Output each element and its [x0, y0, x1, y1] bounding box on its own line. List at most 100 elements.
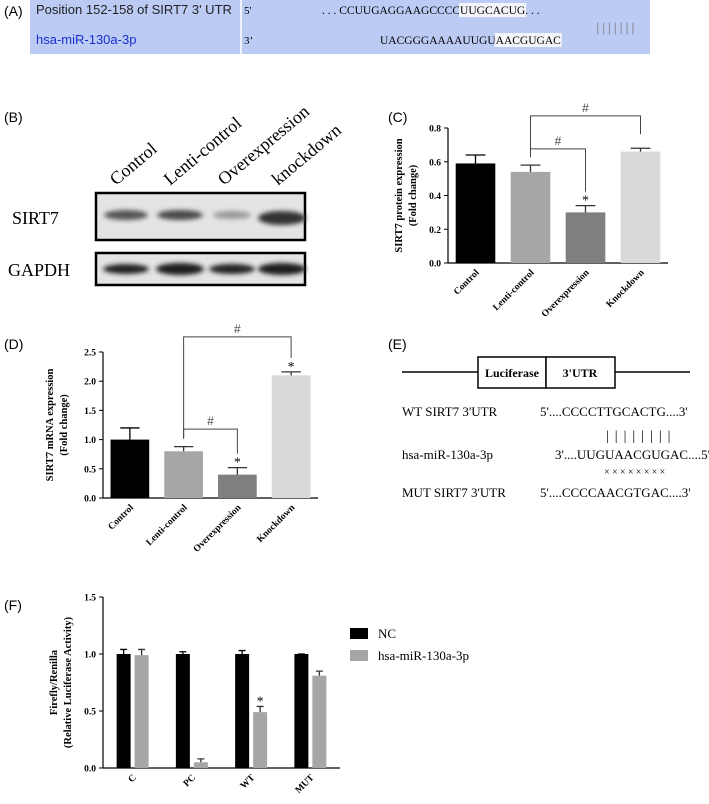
bar	[218, 474, 257, 498]
sequence: 5'....CCCCTTGCACTG....3'	[540, 404, 688, 419]
legend-label: hsa-miR-130a-3p	[378, 648, 469, 663]
y-tick-label: 0.2	[429, 226, 441, 236]
western-blot: Control Lenti-control Overexpression kno…	[8, 101, 345, 287]
mismatch: ××××××××	[604, 467, 668, 478]
x-tick-label: Lenti-control	[492, 268, 537, 313]
bar	[455, 163, 496, 263]
band	[103, 264, 149, 274]
panel-label: (F)	[4, 597, 22, 613]
bar	[271, 375, 311, 498]
error-bar	[256, 705, 264, 713]
y-tick-label: 2.0	[84, 378, 96, 388]
x-tick-label: Knockdown	[605, 268, 647, 310]
panel-label: (B)	[4, 109, 23, 125]
band	[156, 263, 204, 275]
panel-label: (A)	[4, 3, 23, 19]
row-name: MUT SIRT7 3'UTR	[402, 485, 506, 500]
y-tick-label: 0.4	[429, 192, 441, 202]
y-axis-label: SIRT7 protein expression	[394, 138, 405, 252]
bar	[134, 655, 149, 768]
sequence-part: UUGCACUG	[460, 5, 525, 17]
construct-box	[545, 356, 616, 389]
pairing: ||||||||	[606, 429, 676, 444]
box-label: 3'UTR	[563, 366, 598, 380]
y-axis-label: (Fold change)	[59, 394, 70, 456]
alignment-label: hsa-miR-130a-3p	[36, 32, 136, 47]
x-tick-label: Control	[452, 268, 482, 298]
y-axis-label: (Fold change)	[408, 164, 419, 226]
error-bar	[238, 649, 246, 654]
y-tick-label: 0.0	[84, 765, 96, 775]
y-tick-label: 2.5	[84, 349, 96, 359]
error-bar	[630, 147, 651, 152]
strand-end: 3’	[244, 35, 253, 47]
box-label: Luciferase	[485, 366, 540, 380]
lane-label: Control	[106, 138, 161, 189]
bar	[312, 675, 327, 768]
error-bar	[227, 466, 248, 475]
bracket-label: #	[234, 322, 241, 336]
bar	[116, 654, 131, 768]
panel-label: (D)	[4, 336, 23, 352]
error-bar	[465, 154, 486, 164]
error-bar	[138, 648, 146, 656]
y-tick-label: 0.0	[429, 260, 441, 270]
significance-bracket	[183, 336, 292, 439]
sequence-part: UACGGGAAAAUUGU	[380, 35, 496, 47]
legend-swatch	[350, 650, 368, 661]
band	[258, 263, 306, 275]
significance-star: *	[288, 360, 295, 375]
significance-bracket	[183, 428, 238, 454]
y-tick-label: 1.0	[84, 651, 96, 661]
error-bar	[197, 758, 205, 763]
y-tick-label: 0.6	[429, 158, 441, 168]
x-tick-label: Overexpression	[192, 503, 244, 555]
sequence-part: . . . CCUUGAGGAAGCCCC	[322, 5, 460, 17]
x-tick-label: C	[127, 773, 139, 785]
error-bar	[173, 445, 194, 452]
y-axis-label: SIRT7 mRNA expression	[45, 369, 56, 482]
y-tick-label: 0.5	[84, 465, 96, 475]
y-tick-label: 0.5	[84, 708, 96, 718]
bar	[193, 762, 208, 768]
bar	[294, 654, 309, 768]
band	[157, 210, 203, 220]
x-tick-label: MUT	[294, 773, 317, 796]
y-axis-label: (Relative Luciferase Activity)	[63, 616, 74, 748]
bar	[164, 451, 203, 498]
error-bar	[520, 164, 541, 172]
error-bar	[120, 648, 128, 654]
pairing: |||||||	[596, 20, 637, 35]
y-tick-label: 1.0	[84, 436, 96, 446]
band	[258, 211, 306, 225]
bands	[103, 210, 306, 275]
row-name: WT SIRT7 3'UTR	[402, 404, 498, 419]
sequence: 3'....UUGUAACGUGAC....5'	[555, 447, 709, 462]
sequence-part: . . .	[525, 5, 540, 17]
lane-label: Overexpression	[214, 101, 313, 189]
bracket-label: #	[555, 134, 562, 148]
bracket-label: #	[582, 101, 589, 115]
bar	[565, 212, 606, 263]
error-bar	[179, 651, 187, 654]
legend-swatch	[350, 628, 368, 639]
error-bar	[575, 204, 596, 213]
alignment-label: Position 152-158 of SIRT7 3' UTR	[36, 2, 232, 17]
bar	[110, 439, 150, 498]
seed-highlight	[459, 3, 527, 17]
significance-star: *	[582, 194, 589, 209]
significance-star: *	[257, 694, 264, 709]
row-label: SIRT7	[12, 208, 59, 228]
band	[209, 264, 255, 274]
bar	[620, 151, 661, 263]
bar	[510, 171, 551, 263]
bar	[175, 654, 190, 768]
legend-label: NC	[378, 626, 396, 641]
bar	[235, 654, 250, 768]
bracket-label: #	[207, 414, 214, 428]
row-label: GAPDH	[8, 260, 70, 280]
band	[104, 210, 148, 220]
significance-bracket	[530, 115, 641, 158]
y-tick-label: 0.8	[429, 125, 441, 135]
construct: Luciferase 3'UTR WT SIRT7 3'UTR 5'....CC…	[402, 356, 709, 500]
